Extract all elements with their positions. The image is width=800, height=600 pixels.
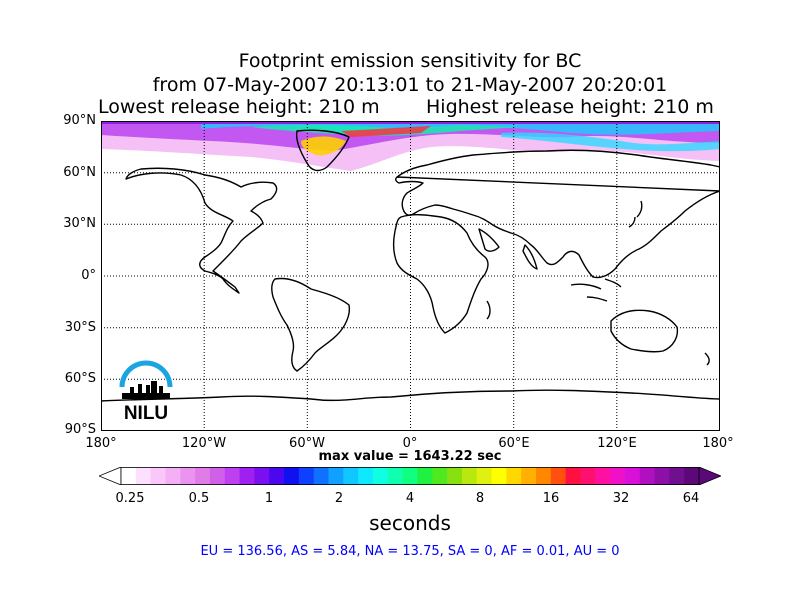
lat-label-90n: 90°N bbox=[63, 113, 96, 128]
colorbar-tick-2: 2 bbox=[334, 491, 344, 506]
colorbar-tick-32: 32 bbox=[612, 491, 630, 506]
colorbar-segment bbox=[461, 467, 478, 485]
colorbar-segment bbox=[521, 467, 537, 485]
lon-label-180e: 180° bbox=[702, 436, 734, 451]
map-frame bbox=[101, 121, 720, 431]
lat-label-30n: 30°N bbox=[63, 216, 96, 231]
colorbar-segment bbox=[121, 467, 137, 485]
lon-label-60w: 60°W bbox=[289, 436, 325, 451]
colorbar-segment bbox=[150, 467, 166, 485]
colorbar-arrow-max bbox=[698, 467, 721, 485]
colorbar-segment bbox=[669, 467, 685, 485]
colorbar-tick-16: 16 bbox=[542, 491, 560, 506]
lon-label-120e: 120°E bbox=[597, 436, 637, 451]
colorbar-segment bbox=[387, 467, 404, 485]
colorbar-segment bbox=[654, 467, 670, 485]
colorbar-segment bbox=[476, 467, 493, 485]
regional-totals: EU = 136.56, AS = 5.84, NA = 13.75, SA =… bbox=[200, 544, 620, 559]
colorbar-segment bbox=[372, 467, 389, 485]
colorbar-segment bbox=[580, 467, 596, 485]
colorbar-segment bbox=[313, 467, 329, 485]
colorbar-segment bbox=[269, 467, 285, 485]
colorbar-segment bbox=[195, 467, 211, 485]
colorbar-tick-1: 1 bbox=[264, 491, 274, 506]
colorbar-segment bbox=[491, 467, 507, 485]
colorbar bbox=[99, 467, 721, 485]
colorbar-arrow-min bbox=[99, 467, 122, 485]
colorbar-segment bbox=[684, 467, 700, 485]
lat-label-60s: 60°S bbox=[64, 371, 96, 386]
colorbar-segment bbox=[550, 467, 567, 485]
colorbar-segment bbox=[565, 467, 581, 485]
colorbar-segment bbox=[447, 467, 463, 485]
colorbar-outline bbox=[120, 467, 700, 485]
world-map bbox=[101, 121, 720, 431]
colorbar-tick-0-25: 0.25 bbox=[115, 491, 145, 506]
colorbar-segment bbox=[209, 467, 226, 485]
title-lowest-release: Lowest release height: 210 m bbox=[98, 96, 380, 118]
nilu-logo: NILU bbox=[119, 360, 173, 423]
title-line-1: Footprint emission sensitivity for BC bbox=[238, 50, 582, 72]
colorbar-segment bbox=[239, 467, 255, 485]
colorbar-segment bbox=[535, 467, 552, 485]
lat-label-60n: 60°N bbox=[63, 165, 96, 180]
title-line-2: from 07-May-2007 20:13:01 to 21-May-2007… bbox=[152, 74, 668, 96]
lon-label-0: 0° bbox=[402, 436, 418, 451]
colorbar-segment bbox=[284, 467, 300, 485]
lon-label-180w: 180° bbox=[85, 436, 117, 451]
colorbar-segment bbox=[165, 467, 181, 485]
colorbar-segment bbox=[343, 467, 359, 485]
colorbar-segment bbox=[417, 467, 433, 485]
colorbar-segment bbox=[639, 467, 656, 485]
colorbar-tick-8: 8 bbox=[475, 491, 485, 506]
nilu-logo-text: NILU bbox=[124, 403, 168, 423]
lat-label-90s: 90°S bbox=[64, 422, 96, 437]
colorbar-segment bbox=[432, 467, 448, 485]
colorbar-segment bbox=[624, 467, 641, 485]
colorbar-segment bbox=[328, 467, 344, 485]
lat-label-0: 0° bbox=[81, 268, 96, 283]
colorbar-segment bbox=[595, 467, 611, 485]
colorbar-tick-64: 64 bbox=[682, 491, 700, 506]
lon-label-120w: 120°W bbox=[181, 436, 227, 451]
colorbar-segment bbox=[180, 467, 196, 485]
colorbar-segment bbox=[298, 467, 315, 485]
lat-label-30s: 30°S bbox=[64, 320, 96, 335]
title-highest-release: Highest release height: 210 m bbox=[426, 96, 714, 118]
colorbar-segment bbox=[610, 467, 626, 485]
colorbar-tick-4: 4 bbox=[405, 491, 415, 506]
colorbar-segment bbox=[254, 467, 270, 485]
colorbar-segment bbox=[358, 467, 374, 485]
colorbar-segment bbox=[224, 467, 241, 485]
coastlines bbox=[101, 129, 720, 402]
colorbar-segment bbox=[506, 467, 522, 485]
max-value-label: max value = 1643.22 sec bbox=[318, 449, 502, 464]
colorbar-tick-0-5: 0.5 bbox=[188, 491, 210, 506]
colorbar-units-label: seconds bbox=[369, 511, 451, 535]
colorbar-segment bbox=[135, 467, 152, 485]
colorbar-segment bbox=[402, 467, 418, 485]
lon-label-60e: 60°E bbox=[498, 436, 530, 451]
